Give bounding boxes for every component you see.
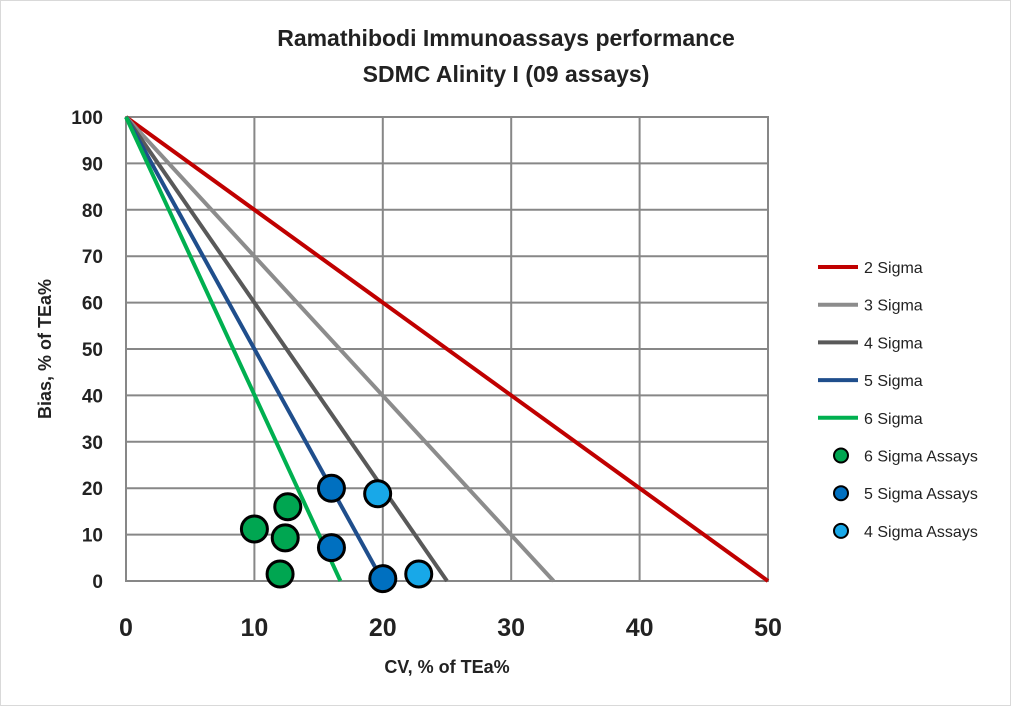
assay-point: [273, 492, 303, 522]
assay-point: [316, 533, 346, 563]
y-axis-label: Bias, % of TEa%: [35, 279, 55, 419]
x-tick-label: 50: [754, 614, 782, 642]
assay-point: [265, 559, 295, 589]
sigma-line: [124, 115, 449, 583]
x-tick-label: 40: [626, 614, 654, 642]
x-tick-label: 20: [369, 614, 397, 642]
y-tick-label: 90: [82, 154, 103, 175]
x-tick-label: 30: [497, 614, 525, 642]
sigma-line: [124, 116, 385, 582]
assay-point: [239, 514, 269, 544]
assay-point: [363, 479, 393, 509]
legend-label: 5 Sigma Assays: [864, 486, 978, 503]
chart-title: Ramathibodi Immunoassays performance: [277, 25, 735, 51]
legend-label: 6 Sigma Assays: [864, 449, 978, 466]
y-tick-label: 30: [82, 433, 103, 454]
assay-point: [404, 559, 434, 589]
y-tick-label: 60: [82, 294, 103, 315]
legend-point-marker: [833, 485, 849, 502]
y-tick-label: 100: [71, 108, 103, 129]
chart-subtitle: SDMC Alinity I (09 assays): [363, 61, 650, 87]
legend-label: 6 Sigma: [864, 411, 923, 428]
y-tick-label: 80: [82, 201, 103, 222]
legend-label: 5 Sigma: [864, 373, 923, 390]
y-tick-label: 10: [82, 526, 103, 547]
x-tick-label: 0: [119, 614, 133, 642]
legend-label: 4 Sigma: [864, 335, 923, 352]
assay-point: [316, 473, 346, 503]
assay-point: [368, 564, 398, 594]
y-tick-label: 70: [82, 247, 103, 268]
sigma-line: [124, 115, 770, 583]
legend-point-marker: [833, 522, 849, 539]
sigma-line: [124, 115, 556, 583]
legend-label: 4 Sigma Assays: [864, 524, 978, 541]
assay-point: [270, 523, 300, 553]
y-tick-label: 50: [82, 340, 103, 361]
legend-label: 3 Sigma: [864, 298, 923, 315]
sigma-line: [124, 116, 343, 582]
y-tick-label: 40: [82, 386, 103, 407]
y-tick-label: 20: [82, 479, 103, 500]
legend-label: 2 Sigma: [864, 260, 923, 277]
x-tick-label: 10: [240, 614, 268, 642]
y-tick-label: 0: [92, 572, 103, 593]
legend-point-marker: [833, 447, 849, 464]
x-axis-label: CV, % of TEa%: [384, 657, 509, 677]
